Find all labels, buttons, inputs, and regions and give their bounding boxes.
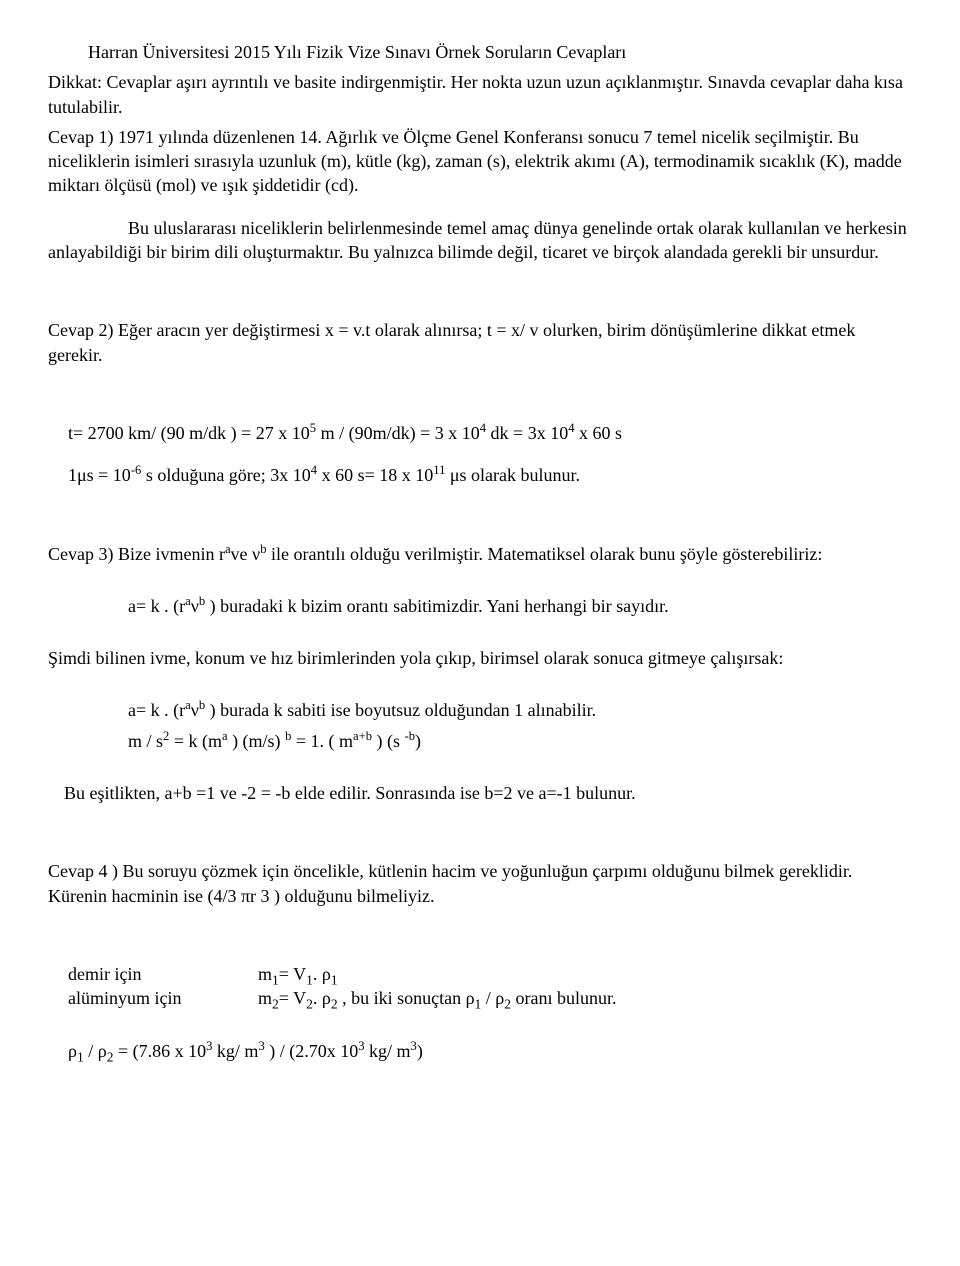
eq-text: = k (m xyxy=(169,731,222,751)
eq-text: = V xyxy=(279,988,306,1008)
answer-3-p1: Cevap 3) Bize ivmenin rave νb ile orantı… xyxy=(48,542,912,566)
eq-text: s olduğuna göre; 3x 10 xyxy=(141,465,310,485)
eq-text: dk = 3x 10 xyxy=(486,423,568,443)
eq-text: ) (s xyxy=(372,731,405,751)
answer-4-row1: demir için m1= V1. ρ1 xyxy=(68,962,912,986)
eq-text: 1μs = 10 xyxy=(68,465,131,485)
eq-text: a= k . (r xyxy=(128,596,185,616)
eq-text: . ρ xyxy=(313,988,331,1008)
eq-text: ) buradaki k bizim orantı sabitimizdir. … xyxy=(205,596,668,616)
eq-text: ) xyxy=(417,1041,423,1061)
answer-4-eq: ρ1 / ρ2 = (7.86 x 103 kg/ m3 ) / (2.70x … xyxy=(48,1039,912,1063)
answer-4-p1: Cevap 4 ) Bu soruyu çözmek için öncelikl… xyxy=(48,859,912,908)
eq-text: ) / (2.70x 10 xyxy=(265,1041,359,1061)
eq-text: ve ν xyxy=(231,544,261,564)
eq-text: m xyxy=(258,988,272,1008)
eq-text: kg/ m xyxy=(365,1041,411,1061)
eq-text: = (7.86 x 10 xyxy=(113,1041,206,1061)
row-label: alüminyum için xyxy=(68,986,258,1010)
eq-text: = 1. ( m xyxy=(291,731,353,751)
eq-text: m / (90m/dk) = 3 x 10 xyxy=(316,423,480,443)
eq-text: m xyxy=(258,964,272,984)
eq-text: a= k . (r xyxy=(128,700,185,720)
superscript: a+b xyxy=(353,729,372,743)
eq-text: m / s xyxy=(128,731,163,751)
eq-text: ν xyxy=(191,700,199,720)
answer-3-p3: Bu eşitlikten, a+b =1 ve -2 = -b elde ed… xyxy=(48,781,912,805)
eq-text: Cevap 3) Bize ivmenin r xyxy=(48,544,225,564)
answer-1-p2: Bu uluslararası niceliklerin belirlenmes… xyxy=(48,216,912,265)
eq-text: x 60 s= 18 x 10 xyxy=(317,465,433,485)
eq-text: ) (m/s) xyxy=(228,731,286,751)
eq-text: μs olarak bulunur. xyxy=(445,465,580,485)
answer-2-p1: Cevap 2) Eğer aracın yer değiştirmesi x … xyxy=(48,318,912,367)
subscript: 1 xyxy=(77,1049,84,1064)
eq-text: = V xyxy=(279,964,306,984)
superscript: -b xyxy=(405,729,416,743)
row-value: m2= V2. ρ2 , bu iki sonuçtan ρ1 / ρ2 ora… xyxy=(258,986,912,1010)
subscript: 2 xyxy=(331,997,338,1012)
eq-text: ρ xyxy=(68,1041,77,1061)
row-value: m1= V1. ρ1 xyxy=(258,962,912,986)
answer-3-p2: Şimdi bilinen ivme, konum ve hız birimle… xyxy=(48,646,912,670)
row-label: demir için xyxy=(68,962,258,986)
answer-2-eq1: t= 2700 km/ (90 m/dk ) = 27 x 105 m / (9… xyxy=(48,421,912,445)
eq-text: ile orantılı olduğu verilmiştir. Matemat… xyxy=(266,544,822,564)
answer-2-eq2: 1μs = 10-6 s olduğuna göre; 3x 104 x 60 … xyxy=(48,463,912,487)
eq-text: / ρ xyxy=(481,988,504,1008)
superscript: 11 xyxy=(433,463,445,477)
answer-3-eq2: a= k . (raνb ) burada k sabiti ise boyut… xyxy=(48,698,912,722)
answer-3-eq1: a= k . (raνb ) buradaki k bizim orantı s… xyxy=(48,594,912,618)
eq-text: t= 2700 km/ (90 m/dk ) = 27 x 10 xyxy=(68,423,310,443)
eq-text: ) burada k sabiti ise boyutsuz olduğunda… xyxy=(205,700,596,720)
document-title: Harran Üniversitesi 2015 Yılı Fizik Vize… xyxy=(48,40,912,64)
eq-text: kg/ m xyxy=(212,1041,258,1061)
answer-1-p1: Cevap 1) 1971 yılında düzenlenen 14. Ağı… xyxy=(48,125,912,198)
intro-note: Dikkat: Cevaplar aşırı ayrıntılı ve basi… xyxy=(48,70,912,119)
eq-text: . ρ xyxy=(313,964,331,984)
superscript: -6 xyxy=(131,463,142,477)
eq-text: / ρ xyxy=(84,1041,107,1061)
eq-text: ) xyxy=(415,731,421,751)
subscript: 2 xyxy=(306,997,313,1012)
eq-text: , bu iki sonuçtan ρ xyxy=(338,988,475,1008)
eq-text: oranı bulunur. xyxy=(511,988,617,1008)
eq-text: ν xyxy=(191,596,199,616)
answer-3-eq3: m / s2 = k (ma ) (m/s) b = 1. ( ma+b ) (… xyxy=(48,729,912,753)
eq-text: x 60 s xyxy=(575,423,623,443)
subscript: 2 xyxy=(272,997,279,1012)
answer-4-row2: alüminyum için m2= V2. ρ2 , bu iki sonuç… xyxy=(68,986,912,1010)
